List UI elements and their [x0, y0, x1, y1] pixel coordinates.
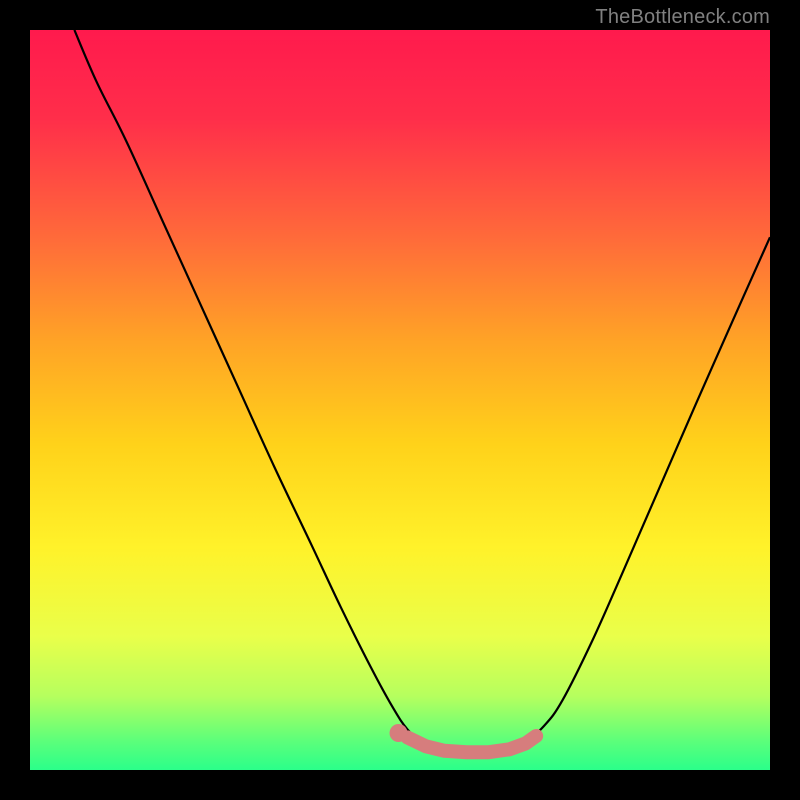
chart-frame: TheBottleneck.com	[0, 0, 800, 800]
valley-highlight-dot	[390, 724, 408, 742]
watermark-text: TheBottleneck.com	[595, 6, 770, 29]
gradient-background	[30, 30, 770, 770]
bottleneck-curve-plot	[30, 30, 770, 770]
